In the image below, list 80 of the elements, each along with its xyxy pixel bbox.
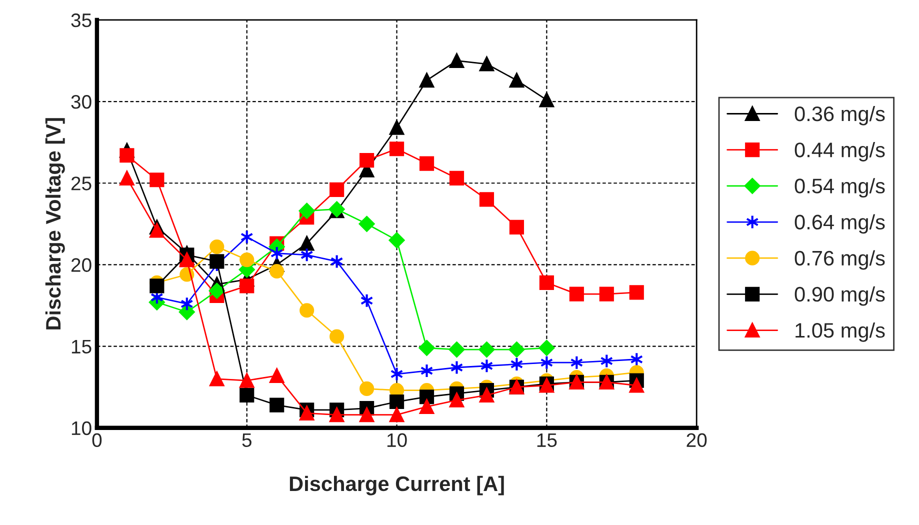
point	[270, 264, 284, 279]
point	[539, 275, 554, 290]
point	[389, 120, 404, 135]
point	[629, 378, 644, 393]
point	[389, 408, 404, 422]
legend-label: 0.36 mg/s	[794, 106, 885, 126]
y-axis-title: Discharge Voltage [V]	[45, 118, 65, 330]
point	[240, 388, 254, 403]
legend-label: 0.54 mg/s	[794, 178, 885, 198]
x-tick-label: 0	[92, 433, 102, 448]
point	[120, 170, 134, 186]
point	[270, 398, 284, 412]
y-tick-label: 35	[71, 13, 92, 28]
point	[210, 254, 224, 269]
point	[419, 73, 434, 88]
y-tick-label: 25	[71, 176, 92, 190]
x-axis-title: Discharge Current [A]	[290, 476, 504, 496]
point	[569, 286, 584, 302]
x-tick-label: 20	[686, 433, 707, 448]
point	[270, 368, 284, 383]
point	[418, 340, 435, 356]
point	[389, 142, 404, 156]
point	[300, 303, 314, 318]
point	[360, 381, 374, 396]
point	[150, 172, 164, 188]
y-tick-label: 20	[71, 258, 92, 272]
point	[330, 182, 344, 197]
point	[629, 285, 644, 300]
point	[479, 56, 494, 72]
point	[358, 216, 375, 232]
point	[480, 358, 494, 374]
point	[178, 304, 195, 320]
point	[419, 399, 434, 414]
point	[419, 390, 434, 404]
point	[419, 156, 434, 171]
point	[240, 278, 254, 294]
y-tick-label: 30	[71, 95, 92, 109]
point	[599, 286, 614, 302]
y-tick-label: 10	[72, 421, 92, 436]
x-tick-label: 15	[537, 433, 557, 448]
point	[389, 394, 404, 410]
point	[360, 408, 374, 422]
point	[330, 408, 344, 422]
point	[449, 53, 464, 68]
point	[210, 239, 224, 254]
point	[479, 388, 494, 403]
point	[240, 373, 254, 388]
legend-label: 0.64 mg/s	[794, 214, 885, 234]
point	[509, 220, 524, 234]
y-tick-label: 15	[72, 340, 92, 354]
x-tick-label: 5	[242, 433, 252, 448]
point	[210, 372, 224, 386]
point	[450, 360, 464, 375]
point	[208, 282, 225, 299]
legend-label: 0.76 mg/s	[794, 250, 885, 270]
point	[449, 392, 464, 408]
point	[448, 342, 465, 358]
point	[360, 152, 374, 168]
point	[508, 342, 525, 358]
x-tick-label: 10	[387, 433, 407, 448]
point	[388, 232, 405, 248]
point	[150, 278, 164, 294]
point	[479, 192, 494, 207]
point	[449, 170, 464, 186]
point	[298, 202, 315, 219]
point	[240, 252, 254, 268]
point	[538, 340, 555, 356]
point	[420, 363, 434, 378]
point	[120, 148, 134, 163]
point	[478, 342, 495, 358]
legend-label: 0.90 mg/s	[794, 286, 885, 306]
point	[539, 92, 554, 108]
legend-label: 0.44 mg/s	[794, 142, 885, 162]
point	[150, 223, 164, 238]
point	[390, 366, 404, 382]
point	[509, 73, 524, 88]
point	[300, 236, 314, 251]
point	[300, 406, 314, 420]
point	[330, 329, 344, 344]
legend-label: 1.05 mg/s	[796, 322, 885, 342]
